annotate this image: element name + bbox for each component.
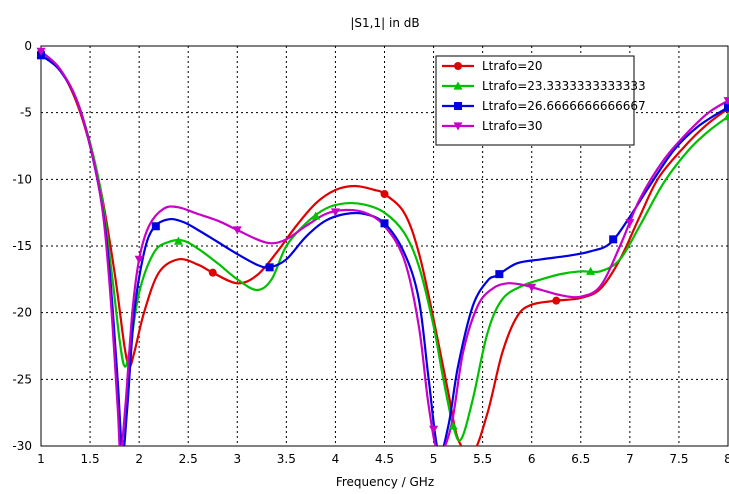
y-tick-label: -20 <box>12 306 32 320</box>
y-tick-label: -10 <box>12 172 32 186</box>
chart-title: |S1,1| in dB <box>350 16 419 30</box>
series-2-marker <box>311 211 321 220</box>
series-3-marker <box>380 219 389 228</box>
series-3-marker <box>495 270 504 279</box>
series-1-marker <box>552 296 561 305</box>
series-3-marker <box>724 103 729 112</box>
legend-marker-3 <box>454 102 462 110</box>
series-4-marker <box>723 97 729 106</box>
y-tick-label: -5 <box>20 106 32 120</box>
legend-marker-4 <box>453 122 463 131</box>
series-4-marker <box>330 208 340 217</box>
x-tick-label: 1.5 <box>81 452 100 466</box>
x-tick-label: 4.5 <box>375 452 394 466</box>
plot-frame <box>40 45 729 447</box>
series-4-marker <box>36 47 46 56</box>
y-tick-label: -15 <box>12 239 32 253</box>
x-tick-label: 7.5 <box>669 452 688 466</box>
series-1-marker <box>208 268 217 277</box>
series-4-marker <box>625 219 635 228</box>
series-layer <box>41 50 728 446</box>
series-1-marker <box>380 190 389 198</box>
y-tick-label: -30 <box>12 439 32 453</box>
series-2-marker <box>586 266 596 275</box>
x-tick-label: 6 <box>528 452 536 466</box>
legend-items: Ltrafo=20 Ltrafo=23.3333333333333 Ltrafo=2… <box>442 59 646 133</box>
legend-label-1: Ltrafo=20 <box>482 59 543 73</box>
series-4-marker <box>527 283 537 292</box>
x-tick-label: 3.5 <box>277 452 296 466</box>
series-2-marker <box>173 236 183 245</box>
marker-layer <box>36 47 729 434</box>
x-axis-label: Frequency / GHz <box>336 475 434 489</box>
series-line-4 <box>41 50 728 446</box>
series-4-marker <box>134 255 144 264</box>
series-4-marker <box>429 425 439 434</box>
x-tick-label: 2 <box>135 452 143 466</box>
y-tick-label: -25 <box>12 372 32 386</box>
legend-marker-2 <box>453 81 463 90</box>
x-tick-label: 7 <box>626 452 634 466</box>
x-tick-label: 5.5 <box>473 452 492 466</box>
series-3-marker <box>151 222 160 231</box>
y-tick-label: 0 <box>24 39 32 53</box>
x-tick-label: 6.5 <box>571 452 590 466</box>
series-3-marker <box>265 263 274 272</box>
series-2-marker <box>448 421 458 430</box>
series-3-marker <box>609 235 618 244</box>
legend-marker-1 <box>454 62 462 70</box>
x-axis-ticks: 1 1.5 2 2.5 3 3.5 4 4.5 5 5.5 6 6.5 7 7.5 8 <box>37 452 729 466</box>
series-line-3 <box>41 54 728 446</box>
x-tick-label: 4 <box>332 452 340 466</box>
legend-box <box>435 55 635 146</box>
legend-label-3: Ltrafo=26.6666666666667 <box>482 99 646 113</box>
legend-label-4: Ltrafo=30 <box>482 119 543 133</box>
legend-label-2: Ltrafo=23.3333333333333 <box>482 79 646 93</box>
series-2-marker <box>723 112 729 121</box>
x-tick-label: 3 <box>233 452 241 466</box>
x-tick-label: 1 <box>37 452 45 466</box>
series-4-marker <box>232 226 242 235</box>
x-tick-label: 5 <box>430 452 438 466</box>
y-axis-ticks: 0 -5 -10 -15 -20 -25 -30 <box>12 39 32 453</box>
chart-legend: Ltrafo=20 Ltrafo=23.3333333333333 Ltrafo=2… <box>435 55 646 146</box>
x-tick-label: 8 <box>724 452 729 466</box>
x-tick-label: 2.5 <box>179 452 198 466</box>
